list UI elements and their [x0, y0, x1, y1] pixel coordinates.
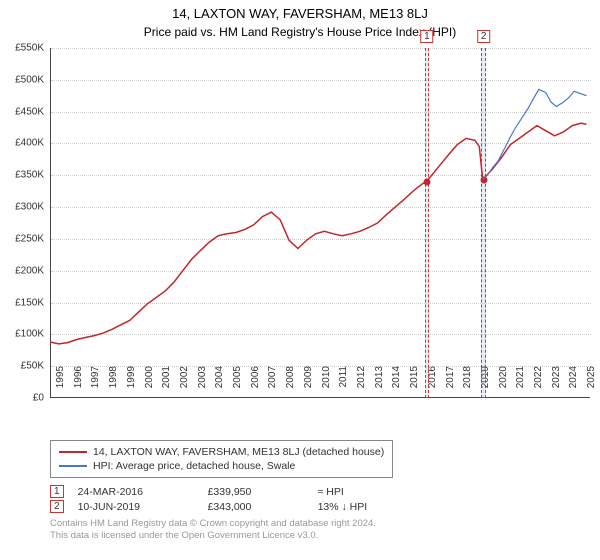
series-line [50, 123, 587, 344]
sale-row: 1 24-MAR-2016£339,950≈ HPI [50, 484, 590, 499]
sale-row: 2 10-JUN-2019£343,00013% ↓ HPI [50, 499, 590, 514]
legend-label: HPI: Average price, detached house, Swal… [93, 460, 295, 472]
legend-swatch [59, 465, 87, 467]
sales-rows: 1 24-MAR-2016£339,950≈ HPI 2 10-JUN-2019£34… [50, 484, 590, 514]
y-tick-label: £450K [0, 106, 44, 117]
marker-label: 2 [477, 30, 491, 43]
y-tick-label: £400K [0, 138, 44, 149]
y-tick-label: £500K [0, 74, 44, 85]
chart-area: £0£50K£100K£150K£200K£250K£300K£350K£400… [50, 48, 590, 398]
sale-date: 24-MAR-2016 [78, 486, 208, 498]
footer: Contains HM Land Registry data © Crown c… [50, 518, 590, 542]
sale-date: 10-JUN-2019 [78, 501, 208, 513]
y-tick-label: £50K [0, 361, 44, 372]
legend-label: 14, LAXTON WAY, FAVERSHAM, ME13 8LJ (det… [93, 446, 384, 458]
legend-row: 14, LAXTON WAY, FAVERSHAM, ME13 8LJ (det… [59, 445, 384, 459]
y-tick-label: £300K [0, 202, 44, 213]
sale-price: £343,000 [208, 501, 318, 513]
sale-index: 2 [50, 500, 64, 513]
series-line [483, 89, 587, 179]
sale-relative: ≈ HPI [318, 486, 428, 498]
legend-swatch [59, 451, 87, 453]
y-tick-label: £350K [0, 170, 44, 181]
series-svg [50, 48, 590, 398]
marker-label: 1 [420, 30, 434, 43]
chart-container: { "title": "14, LAXTON WAY, FAVERSHAM, M… [0, 0, 600, 560]
y-tick-label: £550K [0, 43, 44, 54]
y-tick-label: £250K [0, 233, 44, 244]
y-tick-label: £150K [0, 297, 44, 308]
y-tick-label: £0 [0, 393, 44, 404]
sale-relative: 13% ↓ HPI [318, 501, 428, 513]
legend-frame: 14, LAXTON WAY, FAVERSHAM, ME13 8LJ (det… [50, 440, 393, 478]
chart-subtitle: Price paid vs. HM Land Registry's House … [0, 21, 600, 45]
chart-title: 14, LAXTON WAY, FAVERSHAM, ME13 8LJ [0, 0, 600, 21]
sale-price: £339,950 [208, 486, 318, 498]
footer-line2: This data is licensed under the Open Gov… [50, 530, 590, 542]
y-tick-label: £100K [0, 329, 44, 340]
y-tick-label: £200K [0, 265, 44, 276]
legend-row: HPI: Average price, detached house, Swal… [59, 459, 384, 473]
legend-box: 14, LAXTON WAY, FAVERSHAM, ME13 8LJ (det… [50, 440, 590, 542]
footer-line1: Contains HM Land Registry data © Crown c… [50, 518, 590, 530]
sale-index: 1 [50, 485, 64, 498]
